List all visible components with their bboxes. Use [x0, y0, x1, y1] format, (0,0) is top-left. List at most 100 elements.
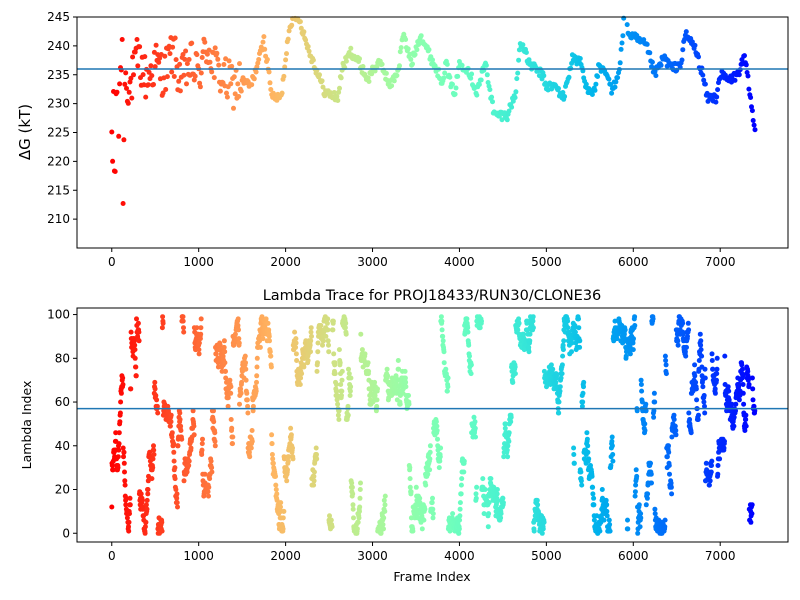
- lambda-trace-point: [126, 519, 132, 525]
- lambda-trace-point: [343, 331, 349, 337]
- lambda-trace-point: [632, 493, 638, 499]
- lambda-trace-point: [168, 419, 174, 425]
- lambda-trace-point: [579, 482, 585, 488]
- lambda-trace-point: [584, 436, 590, 442]
- lambda-trace-point: [308, 349, 313, 355]
- lambda-trace-point: [557, 384, 563, 390]
- lambda-trace-point: [335, 412, 341, 418]
- lambda-trace-point: [127, 511, 132, 517]
- free-energy-point: [176, 78, 182, 84]
- lambda-trace-point: [180, 318, 186, 324]
- free-energy-point: [405, 46, 411, 52]
- lambda-trace-point: [117, 410, 123, 416]
- lambda-trace-point: [458, 482, 464, 488]
- lambda-trace-point: [503, 421, 508, 427]
- lambda-trace-point: [225, 403, 231, 409]
- lambda-trace-point: [441, 360, 447, 366]
- lambda-trace-point: [123, 495, 129, 501]
- free-energy-point: [515, 70, 521, 76]
- lambda-trace-point: [254, 355, 260, 361]
- lambda-trace-point: [712, 386, 718, 392]
- free-energy-point: [343, 58, 349, 64]
- free-energy-point: [331, 90, 337, 95]
- lambda-trace-points: [109, 314, 758, 536]
- free-energy-point: [499, 117, 505, 123]
- free-energy-point: [403, 37, 409, 42]
- lambda-trace-point: [683, 353, 689, 359]
- lambda-trace-point: [144, 506, 150, 512]
- x-tick-label: 3000: [357, 255, 388, 269]
- lambda-trace-point: [169, 434, 175, 440]
- lambda-trace-point: [686, 410, 692, 416]
- free-energy-point: [749, 104, 754, 110]
- lambda-trace-point: [578, 478, 584, 484]
- free-energy-point: [469, 71, 475, 77]
- lambda-trace-point: [472, 419, 478, 425]
- lambda-trace-point: [284, 478, 290, 484]
- lambda-trace-point: [408, 489, 414, 495]
- lambda-trace-point: [152, 379, 158, 385]
- free-energy-point: [484, 72, 490, 78]
- lambda-trace-point: [243, 377, 249, 383]
- lambda-trace-point: [350, 491, 356, 497]
- lambda-trace-point: [173, 487, 179, 492]
- lambda-trace-point: [395, 358, 401, 363]
- free-energy-point: [131, 72, 136, 78]
- y-tick-label: 230: [47, 97, 70, 111]
- free-energy-point: [426, 47, 432, 53]
- lambda-trace-point: [196, 340, 202, 346]
- lambda-trace-point: [351, 515, 356, 521]
- lambda-trace-point: [419, 526, 425, 532]
- free-energy-point: [184, 61, 190, 67]
- free-energy-point: [459, 62, 465, 68]
- lambda-trace-point: [268, 364, 274, 370]
- lambda-trace-point: [699, 353, 705, 359]
- lambda-trace-point: [171, 441, 177, 447]
- lambda-trace-point: [124, 515, 130, 521]
- lambda-trace-point: [710, 366, 716, 372]
- lambda-trace-point: [530, 318, 536, 324]
- free-energy-point: [134, 37, 140, 42]
- lambda-trace-point: [434, 423, 440, 429]
- lambda-trace-point: [188, 445, 194, 451]
- free-energy-point: [137, 44, 143, 50]
- lambda-trace-point: [578, 469, 584, 475]
- free-energy-point: [184, 81, 189, 87]
- free-energy-point: [520, 42, 526, 48]
- free-energy-point: [679, 57, 685, 63]
- lambda-trace-point: [609, 443, 615, 449]
- lambda-trace-point: [239, 379, 245, 385]
- lambda-trace-point: [743, 412, 749, 418]
- free-energy-point: [621, 15, 627, 21]
- lambda-trace-point: [140, 497, 145, 503]
- free-energy-point: [442, 70, 448, 76]
- lambda-trace-point: [243, 360, 248, 366]
- lambda-trace-point: [159, 519, 165, 525]
- lambda-trace-point: [199, 441, 205, 447]
- lambda-trace-point: [211, 408, 216, 414]
- lambda-trace-point: [290, 445, 295, 451]
- lambda-trace-point: [486, 500, 492, 506]
- free-energy-point: [129, 95, 135, 101]
- lambda-trace-point: [136, 338, 142, 344]
- free-energy-point: [369, 71, 375, 77]
- lambda-trace-point: [200, 436, 205, 442]
- lambda-trace-point: [434, 428, 440, 433]
- lambda-trace-point: [109, 504, 115, 510]
- lambda-trace-point: [472, 425, 478, 431]
- lambda-trace-point: [358, 331, 364, 337]
- lambda-trace-point: [342, 325, 348, 331]
- free-energy-point: [192, 73, 198, 79]
- lambda-trace-point: [714, 377, 719, 383]
- free-energy-point: [135, 63, 141, 69]
- lambda-trace-point: [494, 491, 500, 497]
- lambda-trace-point: [132, 342, 138, 348]
- lambda-trace-point: [430, 495, 435, 501]
- lambda-trace-point: [524, 318, 530, 324]
- lambda-trace-point: [349, 480, 355, 486]
- lambda-trace-point: [273, 473, 278, 479]
- free-energy-point: [383, 70, 389, 76]
- free-energy-point: [478, 77, 484, 83]
- lambda-trace-point: [751, 403, 757, 409]
- lambda-trace-point: [441, 349, 447, 355]
